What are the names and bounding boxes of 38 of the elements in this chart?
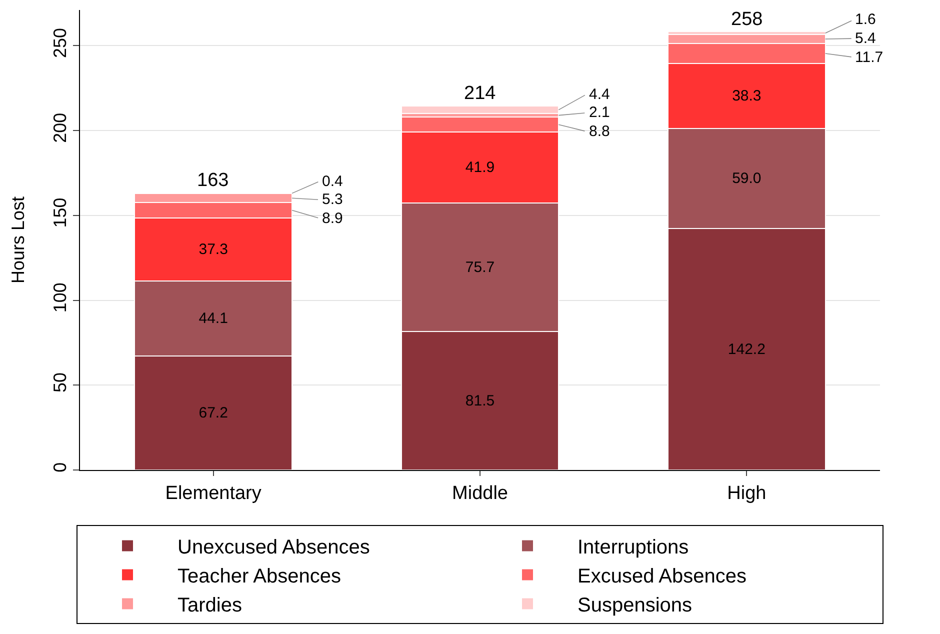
y-tick-label: 50 <box>50 372 70 392</box>
legend-label: Unexcused Absences <box>178 536 370 558</box>
total-label: 258 <box>731 9 763 30</box>
x-tick-label: High <box>727 482 766 504</box>
data-label: 38.3 <box>732 87 762 104</box>
x-tick-label: Elementary <box>165 482 262 504</box>
data-label: 5.4 <box>855 30 876 47</box>
data-label: 2.1 <box>589 104 610 121</box>
y-tick-label: 100 <box>50 282 70 313</box>
data-label: 11.7 <box>855 49 884 66</box>
legend-label: Excused Absences <box>578 566 746 588</box>
data-label: 0.4 <box>322 173 343 190</box>
y-tick-label: 250 <box>50 28 70 58</box>
y-tick-label: 200 <box>50 112 70 143</box>
y-tick-label: 150 <box>50 198 70 228</box>
data-label: 59.0 <box>732 170 762 188</box>
data-label: 8.9 <box>322 210 343 227</box>
x-tick-label: Middle <box>452 482 508 504</box>
data-label: 44.1 <box>198 310 228 328</box>
legend-label: Teacher Absences <box>178 566 341 588</box>
data-label: 1.6 <box>855 11 876 28</box>
legend-label: Suspensions <box>578 594 692 616</box>
legend-label: Tardies <box>178 594 242 616</box>
legend-label: Interruptions <box>578 536 689 558</box>
y-axis-title: Hours Lost <box>8 196 28 284</box>
data-label: 142.2 <box>728 340 766 358</box>
data-label: 75.7 <box>465 258 495 276</box>
data-label: 5.3 <box>322 191 343 208</box>
data-label: 41.9 <box>465 159 495 176</box>
y-tick-label: 0 <box>50 462 70 472</box>
bar <box>400 106 560 114</box>
total-label: 163 <box>197 170 229 191</box>
data-label: 4.4 <box>589 86 610 103</box>
total-label: 214 <box>464 83 496 104</box>
data-label: 67.2 <box>198 404 228 422</box>
data-label: 81.5 <box>465 392 495 410</box>
data-label: 8.8 <box>589 123 610 140</box>
data-label: 37.3 <box>198 240 228 258</box>
